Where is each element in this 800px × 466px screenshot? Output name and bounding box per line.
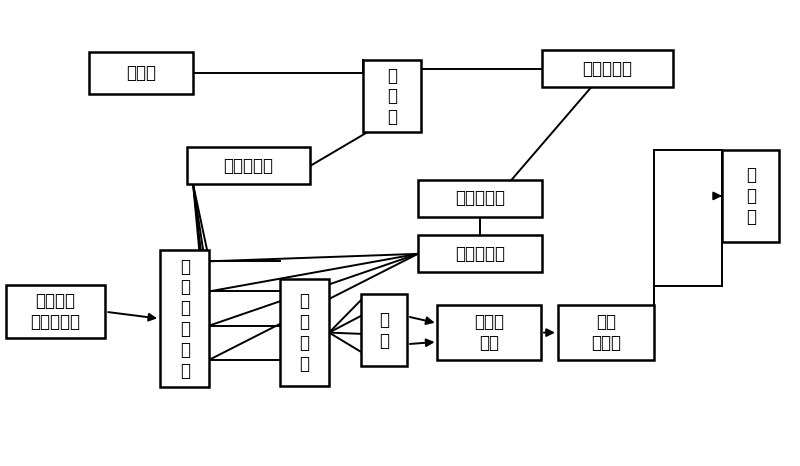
Bar [542, 50, 673, 87]
Text: 集
成
电
路
试
件: 集 成 电 路 试 件 [180, 258, 190, 380]
Text: 第二扩束镜: 第二扩束镜 [454, 245, 505, 263]
Bar [6, 285, 106, 338]
Text: 分
束
镜: 分 束 镜 [387, 67, 397, 126]
Bar [89, 52, 193, 94]
Bar [363, 61, 421, 132]
Text: 第一扩束镜: 第一扩束镜 [223, 157, 274, 175]
Bar [280, 279, 329, 386]
Bar [558, 305, 654, 360]
Bar [418, 235, 542, 272]
Text: 激光器: 激光器 [126, 64, 156, 82]
Text: 计
算
机: 计 算 机 [746, 166, 756, 226]
Bar [418, 180, 542, 217]
Text: 第一反射镜: 第一反射镜 [582, 60, 632, 77]
Text: 温控系统
（热加载）: 温控系统 （热加载） [30, 292, 81, 331]
Text: 图像
采集卡: 图像 采集卡 [590, 313, 621, 352]
Text: 第二反射镜: 第二反射镜 [454, 189, 505, 207]
Text: 棱
镜: 棱 镜 [379, 311, 389, 350]
Bar [361, 295, 407, 366]
Bar [160, 250, 210, 387]
Text: 成
像
透
镜: 成 像 透 镜 [299, 292, 310, 373]
Bar [722, 150, 779, 242]
Bar [186, 147, 310, 185]
Text: 电耦合
元件: 电耦合 元件 [474, 313, 504, 352]
Bar [438, 305, 541, 360]
